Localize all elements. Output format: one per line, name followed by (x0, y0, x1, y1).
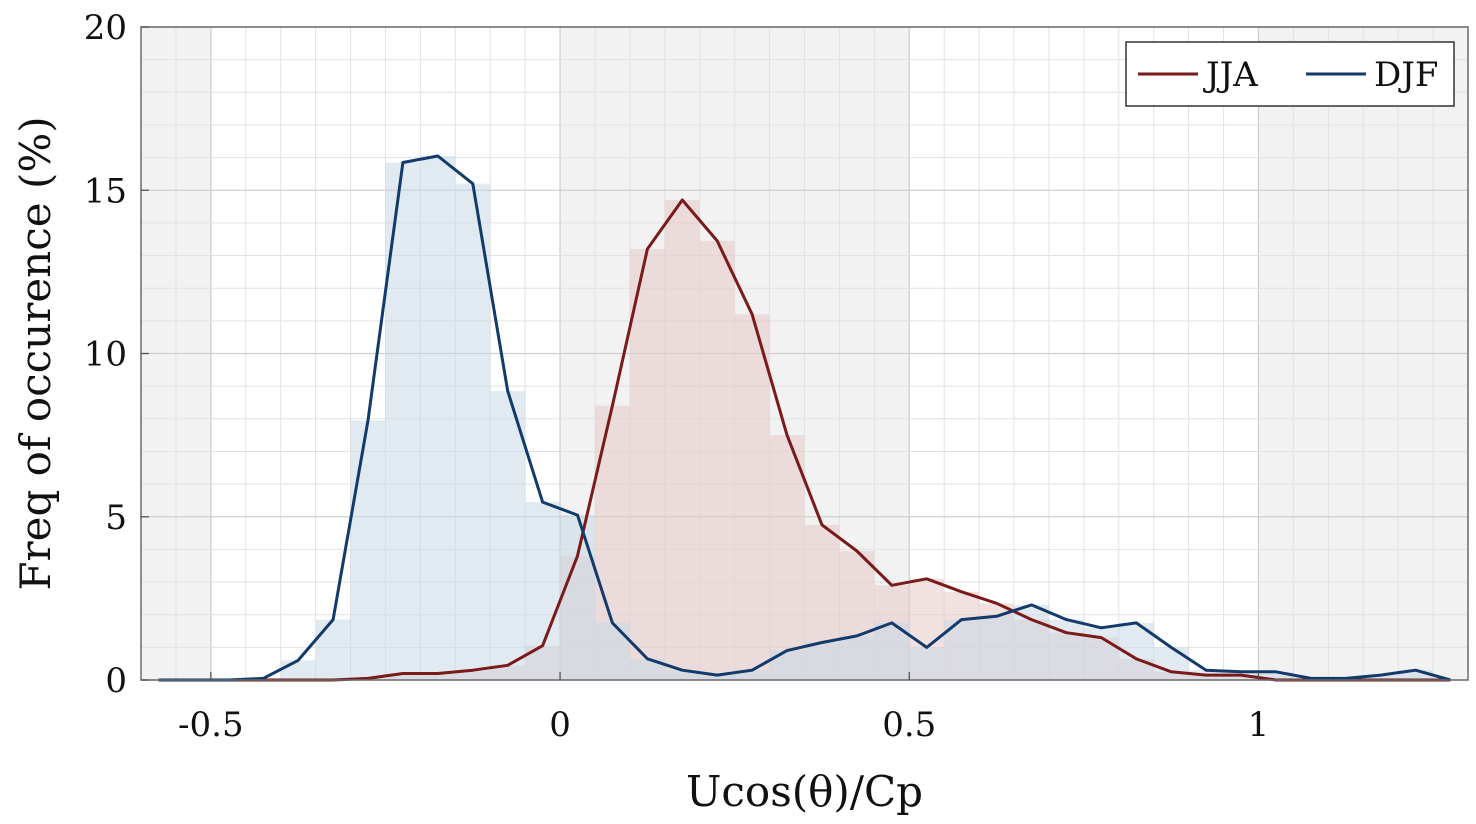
djf-bar (1398, 670, 1434, 680)
x-tick-label: 1 (1248, 705, 1270, 745)
histogram-bars (245, 155, 1434, 681)
djf-bar (1363, 675, 1399, 680)
x-tick-label: 0 (549, 705, 571, 745)
y-tick-label: 15 (84, 171, 127, 211)
y-axis-ticks: 0 5 10 15 20 (84, 8, 149, 701)
djf-bar (490, 391, 526, 680)
djf-series-line (158, 154, 1451, 682)
djf-bar (315, 619, 351, 680)
djf-bar (1014, 604, 1049, 680)
djf-bar (629, 658, 665, 680)
djf-bar (1153, 647, 1189, 680)
series-lines (158, 154, 1451, 682)
y-tick-label: 10 (84, 335, 127, 375)
djf-bar (1258, 671, 1294, 680)
djf-bar (804, 642, 840, 680)
djf-bar (455, 183, 491, 680)
jja-bar (629, 249, 665, 680)
djf-bar (594, 622, 630, 680)
djf-bar (385, 162, 421, 680)
jja-legend-label: JJA (1203, 55, 1258, 95)
y-axis-label: Freq of occurence (%) (11, 116, 60, 590)
jja-bar (769, 435, 805, 680)
jja-bar (664, 200, 700, 681)
djf-bar (699, 675, 735, 680)
x-axis-ticks: -0.5 0 0.5 1 (178, 672, 1269, 745)
x-tick-label: 0.5 (882, 705, 936, 745)
djf-bar (839, 635, 875, 680)
x-tick-label: -0.5 (178, 705, 244, 745)
djf-bar (280, 660, 316, 680)
y-tick-label: 5 (105, 498, 127, 538)
jja-bar (734, 314, 770, 680)
djf-bar (664, 670, 700, 680)
djf-bar (420, 155, 456, 680)
djf-bar (734, 670, 770, 680)
djf-bar (979, 616, 1015, 680)
jja-series-line (158, 198, 1451, 682)
y-tick-label: 0 (105, 661, 127, 701)
djf-bar (560, 515, 595, 680)
djf-bar (525, 502, 561, 680)
djf-bar (350, 420, 386, 680)
djf-legend-label: DJF (1374, 55, 1438, 95)
djf-bar (909, 647, 945, 680)
legend: JJA DJF (1125, 41, 1455, 107)
jja-bar (699, 240, 735, 681)
y-tick-label: 20 (84, 8, 127, 48)
x-axis-label: Ucos(θ)/Cp (686, 767, 923, 816)
djf-bar (769, 650, 805, 680)
